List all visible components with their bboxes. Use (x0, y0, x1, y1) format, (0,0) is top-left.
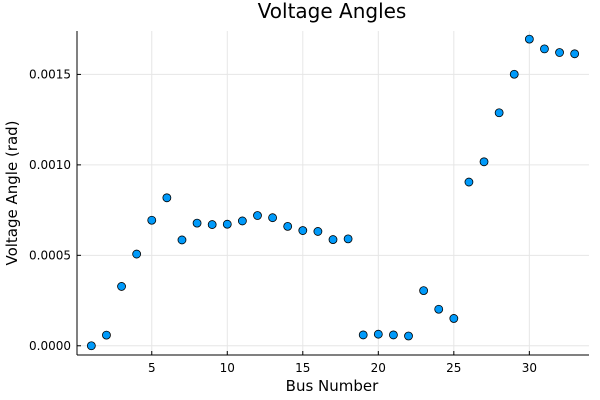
data-point (358, 330, 368, 340)
x-axis-label: Bus Number (286, 377, 379, 395)
data-point (449, 314, 459, 323)
data-point (328, 235, 338, 244)
data-point (434, 304, 444, 314)
x-tick-label: 15 (295, 361, 310, 375)
data-points (86, 34, 580, 351)
data-point (117, 282, 126, 291)
x-tick-label: 30 (522, 361, 537, 375)
data-point (298, 226, 308, 235)
data-point (494, 108, 504, 118)
data-point (524, 34, 534, 44)
data-point (268, 213, 277, 223)
data-point (237, 216, 247, 226)
data-point (540, 44, 549, 54)
data-point (177, 235, 187, 245)
y-gridlines (77, 73, 589, 347)
y-tick-label: 0.0010 (29, 158, 71, 172)
x-tick-label: 25 (446, 361, 461, 375)
data-point (570, 49, 580, 59)
data-point (343, 234, 353, 244)
data-point (253, 211, 262, 220)
x-gridlines (151, 31, 530, 355)
data-point (86, 341, 96, 351)
y-axis-ticks: 0.0000 0.0005 0.0010 0.0015 (29, 67, 81, 353)
data-point (389, 330, 398, 340)
data-point (147, 215, 157, 225)
data-point (132, 249, 142, 259)
x-tick-label: 10 (220, 361, 235, 375)
data-point (464, 177, 474, 187)
data-point (404, 331, 413, 341)
data-point (509, 69, 519, 79)
x-axis-ticks: 5 10 15 20 25 30 (148, 351, 537, 375)
data-point (162, 193, 172, 203)
y-tick-label: 0.0005 (29, 248, 71, 262)
data-point (479, 157, 489, 167)
data-point (419, 286, 429, 295)
data-point (373, 329, 383, 339)
y-tick-label: 0.0000 (29, 339, 71, 353)
chart-title: Voltage Angles (258, 0, 407, 23)
data-point (283, 221, 293, 231)
y-tick-label: 0.0015 (29, 67, 71, 81)
y-axis-label: Voltage Angle (rad) (3, 120, 21, 265)
data-point (192, 218, 202, 228)
x-tick-label: 5 (148, 361, 156, 375)
data-point (313, 227, 323, 236)
data-point (555, 48, 564, 57)
x-tick-label: 20 (371, 361, 386, 375)
data-point (222, 219, 232, 229)
data-point (207, 220, 217, 229)
data-point (102, 330, 111, 340)
